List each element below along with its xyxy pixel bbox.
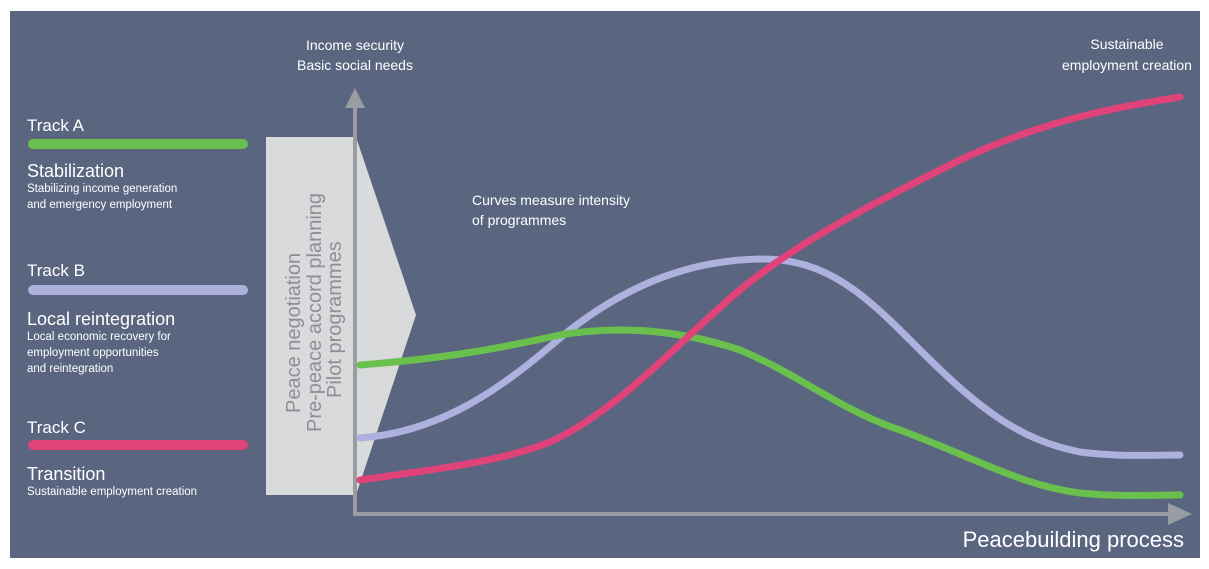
y-axis-label-1: Income security xyxy=(306,37,404,53)
y-axis-label-2: Basic social needs xyxy=(297,57,413,73)
track-b-bar xyxy=(28,285,248,295)
top-right-label-2: employment creation xyxy=(1062,57,1192,73)
track-a-curve xyxy=(356,326,1184,499)
axes xyxy=(345,88,1192,525)
diagram-background xyxy=(10,11,1200,558)
x-axis-arrowhead xyxy=(1168,503,1192,525)
track-b-title: Local reintegration xyxy=(27,309,176,329)
track-c-title: Transition xyxy=(27,464,106,484)
track-c-name: Track C xyxy=(27,418,86,437)
phase-line-2: Pre-peace accord planning xyxy=(304,193,326,432)
top-right-label-1: Sustainable xyxy=(1090,36,1163,52)
phase-box-arrow xyxy=(266,137,416,495)
track-a-name: Track A xyxy=(27,116,84,135)
track-b-desc-3: and reintegration xyxy=(27,363,114,375)
track-b-block: Local reintegration Local economic recov… xyxy=(27,309,175,377)
track-c-curve xyxy=(356,93,1184,484)
track-b-curve xyxy=(356,255,1184,459)
track-c-desc-1: Sustainable employment creation xyxy=(27,486,198,498)
track-a-desc-1: Stabilizing income generation xyxy=(27,183,178,195)
track-c-bar xyxy=(28,440,248,450)
track-b-name: Track B xyxy=(27,261,85,280)
track-a-desc-2: and emergency employment xyxy=(27,199,173,211)
track-a-bar xyxy=(28,139,248,149)
phase-line-1: Peace negotiation xyxy=(283,253,305,413)
y-axis-arrowhead xyxy=(345,88,365,108)
track-a-block: Stabilization Stabilizing income generat… xyxy=(27,161,177,213)
track-b-desc-2: employment opportunities xyxy=(27,347,159,359)
track-a-title: Stabilization xyxy=(27,161,125,181)
track-c-block: Transition Sustainable employment creati… xyxy=(27,464,197,500)
x-axis-label: Peacebuilding process xyxy=(963,527,1184,552)
intensity-note-2: of programmes xyxy=(472,212,566,228)
intensity-note-1: Curves measure intensity xyxy=(472,192,630,208)
track-b-desc-1: Local economic recovery for xyxy=(27,331,171,343)
phase-line-3: Pilot programmes xyxy=(324,241,346,398)
